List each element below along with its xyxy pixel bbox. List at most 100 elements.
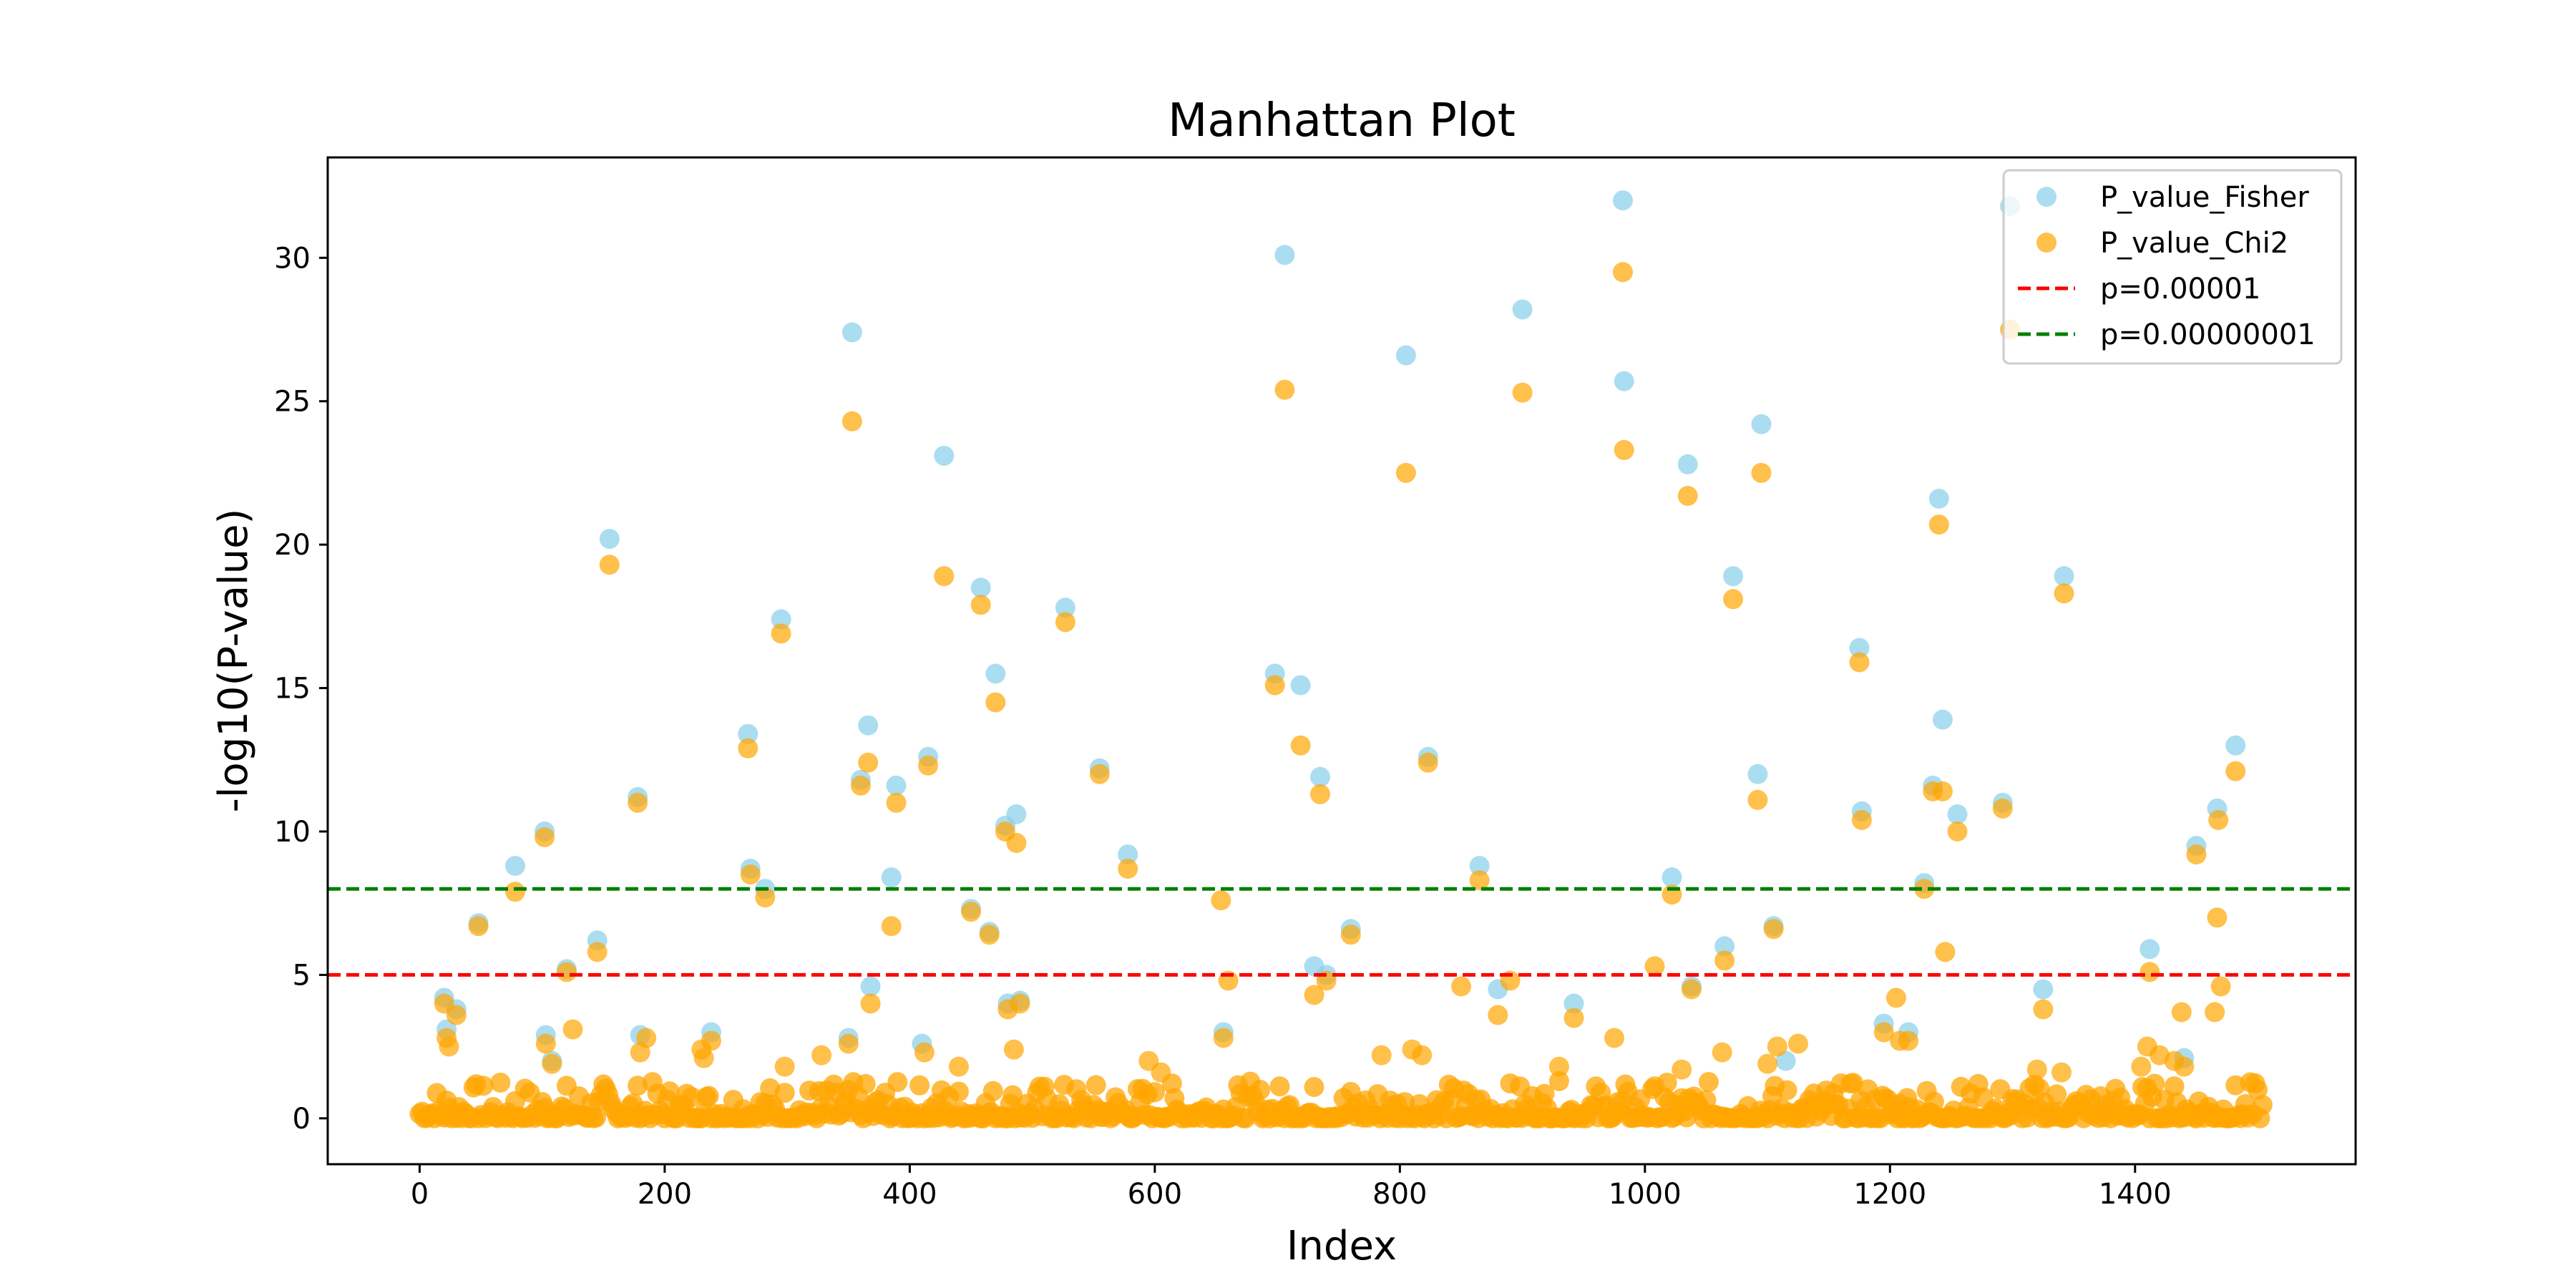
chi2-point [535, 827, 555, 847]
chi2-point [542, 1053, 562, 1074]
y-tick-label: 10 [274, 816, 311, 849]
chi2-point [2205, 1002, 2225, 1023]
legend-label-p-1e-5: p=0.00001 [2100, 273, 2260, 306]
fisher-point [1395, 345, 1416, 366]
fisher-point [1662, 867, 1682, 888]
y-tick-label: 0 [293, 1103, 311, 1136]
baseline-point [586, 1107, 606, 1128]
chi2-point [1003, 1039, 1024, 1060]
chi2-point [1992, 798, 2013, 819]
chi2-point [1677, 486, 1698, 506]
chi2-point [701, 1030, 721, 1051]
chi2-point [1614, 439, 1634, 460]
y-axis-ticks: 0 5 10 15 20 25 30 [274, 242, 328, 1136]
chi2-point [811, 1045, 832, 1065]
baseline-point [2046, 1084, 2067, 1105]
fisher-point [970, 577, 991, 598]
baseline-point [2164, 1076, 2185, 1097]
fisher-point [1563, 993, 1584, 1014]
baseline-point [774, 1083, 795, 1103]
baseline-point [1777, 1080, 1797, 1101]
chi2-point [850, 775, 871, 796]
x-tick-label: 200 [638, 1178, 692, 1211]
chi2-point [1751, 462, 1772, 483]
baseline-point [2248, 1079, 2268, 1100]
chi2-point [1851, 810, 1872, 830]
chi2-point [1714, 950, 1735, 971]
chi2-point [961, 902, 981, 922]
x-tick-label: 800 [1372, 1178, 1427, 1211]
baseline-point [1002, 1085, 1023, 1106]
chi2-point [1512, 382, 1533, 403]
chi2-point [439, 1036, 459, 1057]
baseline-point [1698, 1072, 1719, 1093]
chi2-point [1672, 1059, 1692, 1080]
chi2-point [740, 864, 761, 885]
chi2-point [1763, 919, 1784, 940]
baseline-point [887, 1072, 908, 1093]
chi2-point [914, 1042, 935, 1063]
chi2-point [1211, 890, 1231, 911]
threshold-lines [328, 887, 2356, 977]
fisher-point [1290, 675, 1311, 696]
chi2-point [1469, 870, 1490, 891]
baseline-point [948, 1081, 969, 1102]
fisher-point [860, 976, 881, 997]
baseline-point [909, 1075, 930, 1096]
fisher-point [599, 529, 620, 550]
x-tick-label: 1400 [2099, 1178, 2172, 1211]
fisher-point [1614, 371, 1634, 391]
chi2-point [1947, 821, 1968, 841]
fisher-point [738, 723, 758, 744]
chi2-point [1548, 1056, 1569, 1077]
chi2-point [628, 792, 648, 813]
baseline-point [982, 1080, 1003, 1101]
chi2-point [1395, 462, 1416, 483]
fisher-point [2033, 979, 2054, 1000]
baseline-point [490, 1073, 511, 1093]
chi2-point [1151, 1062, 1171, 1083]
baseline-point [1144, 1082, 1165, 1103]
fisher-point [771, 609, 791, 630]
chi2-point [838, 1033, 859, 1054]
fisher-point [1512, 299, 1533, 320]
fisher-point [1613, 190, 1633, 211]
chi2-point [2225, 761, 2246, 781]
fisher-point [2054, 566, 2074, 587]
chi2-point [1681, 979, 1702, 1000]
chi2-point [1898, 1030, 1918, 1051]
chi2-point [1885, 987, 1906, 1008]
chi2-point [1873, 1022, 1894, 1043]
chi2-point [774, 1056, 795, 1077]
chi2-point [771, 623, 791, 644]
chi2-point [1412, 1045, 1433, 1065]
chi2-point [2171, 1002, 2192, 1023]
fisher-point [1310, 766, 1330, 787]
chi2-point [1604, 1028, 1624, 1048]
chi2-point [1914, 879, 1935, 899]
baseline-point [698, 1085, 719, 1106]
chi2-point [738, 738, 758, 758]
chi2-point [446, 1005, 467, 1025]
chi2-point [1213, 1028, 1234, 1048]
chi2-point [556, 962, 577, 982]
chi2-point [2140, 962, 2160, 982]
chi2-point [505, 882, 525, 902]
chi2-point [2207, 907, 2228, 928]
chi2-point [2210, 976, 2231, 997]
plot-frame [326, 156, 2357, 1166]
fisher-point [1751, 414, 1772, 434]
chi2-point [1274, 379, 1295, 400]
chi2-point [1767, 1036, 1787, 1057]
fisher-point [858, 715, 879, 736]
fisher-point [1006, 804, 1027, 824]
chi2-point [1055, 612, 1075, 633]
x-tick-label: 1200 [1853, 1178, 1926, 1211]
chi2-point [860, 993, 881, 1014]
baseline-point [681, 1087, 702, 1107]
chi2-point [970, 595, 991, 615]
legend-label-chi2: P_value_Chi2 [2100, 227, 2288, 260]
legend-marker-fisher [2036, 187, 2057, 207]
y-axis-label: -log10(P-value) [210, 509, 257, 813]
y-tick-label: 15 [274, 673, 311, 706]
